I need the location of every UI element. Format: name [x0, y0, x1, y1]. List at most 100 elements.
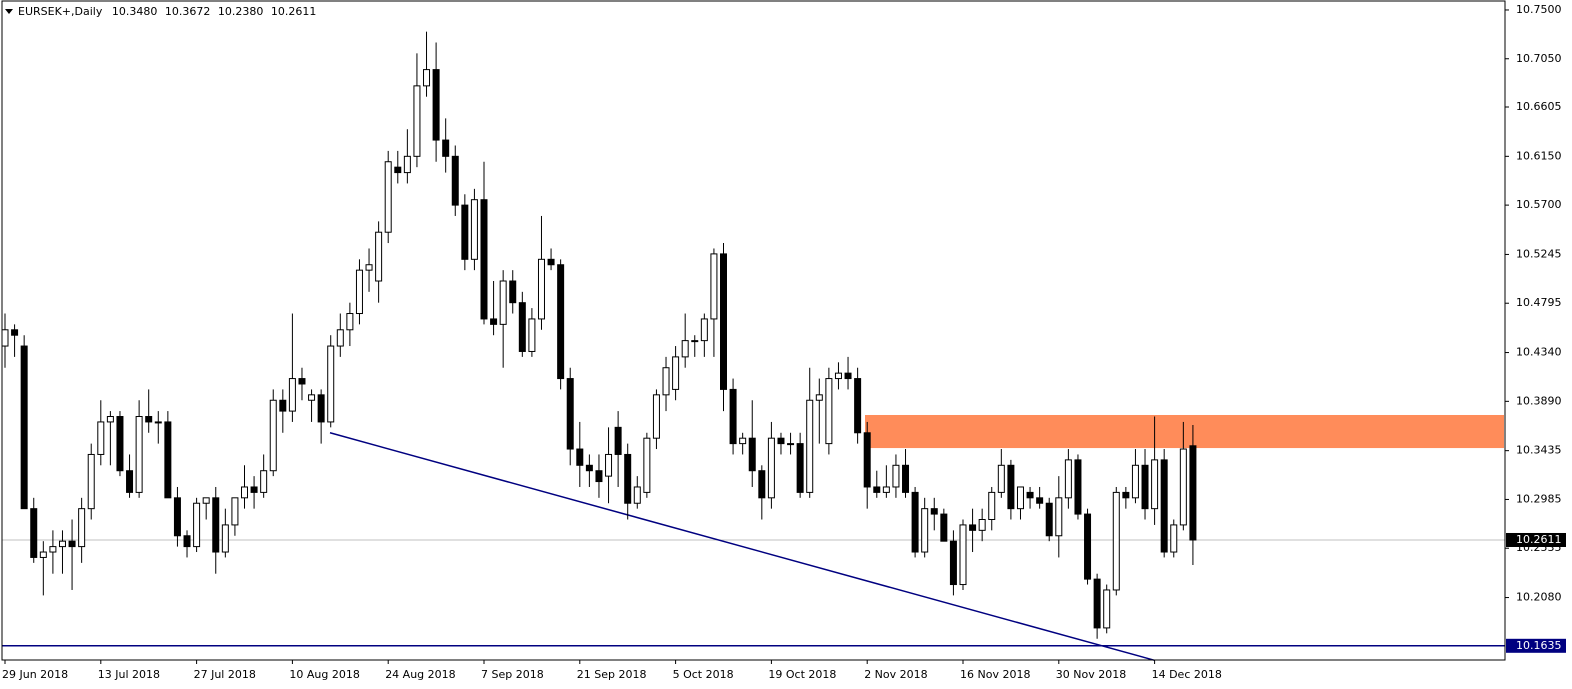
candle-body-down [796, 443, 804, 493]
x-tick-label: 19 Oct 2018 [768, 668, 836, 681]
candle-body-down [509, 280, 517, 304]
candle-body-up [231, 497, 239, 526]
candle-body-up [882, 486, 890, 493]
candle-body-up [193, 502, 201, 548]
candle-body-up [221, 524, 229, 553]
candle-body-up [787, 443, 795, 446]
candle-body-down [930, 508, 938, 515]
candle-body-down [1045, 502, 1053, 537]
candle-body-up [308, 394, 316, 401]
current-price-tag-bg [1506, 532, 1566, 547]
x-tick-label: 27 Jul 2018 [194, 668, 256, 681]
candle-body-up [643, 437, 651, 493]
candle-body-down [863, 432, 871, 488]
low-label: 10.2380 [218, 5, 264, 18]
candle-body-down [969, 524, 977, 531]
y-tick-label: 10.2985 [1516, 492, 1562, 505]
x-tick-label: 29 Jun 2018 [2, 668, 68, 681]
x-tick-label: 24 Aug 2018 [385, 668, 455, 681]
candle-body-down [585, 464, 593, 472]
candle-body-down [11, 329, 19, 336]
candle-body-down [1026, 491, 1034, 499]
candle-body-down [911, 491, 919, 553]
candle-body-down [126, 470, 134, 493]
candle-body-up [1055, 497, 1063, 537]
y-tick-label: 10.5245 [1516, 247, 1562, 260]
candle-body-down [442, 139, 450, 157]
candle-body-down [949, 540, 957, 586]
candle-body-up [49, 546, 57, 553]
y-tick-label: 10.4340 [1516, 346, 1562, 359]
candle-body-up [700, 318, 708, 342]
candle-body-up [825, 378, 833, 445]
candle-body-up [1064, 459, 1072, 499]
candle-body-up [327, 345, 335, 423]
candle-body-up [288, 378, 296, 412]
support-price-tag-bg [1506, 638, 1566, 653]
candle-body-down [164, 421, 172, 499]
resistance-zone [865, 414, 1504, 449]
candle-body-up [921, 508, 929, 553]
candle-body-down [212, 497, 220, 553]
candle-body-up [39, 551, 47, 558]
candle-body-down [68, 540, 76, 548]
candle-body-up [97, 421, 105, 455]
y-tick-label: 10.5700 [1516, 198, 1562, 211]
candle-body-up [365, 264, 373, 271]
candle-body-down [729, 388, 737, 445]
x-tick-label: 16 Nov 2018 [960, 668, 1030, 681]
candle-body-up [1103, 589, 1111, 629]
x-tick-label: 5 Oct 2018 [673, 668, 734, 681]
candle-body-down [758, 470, 766, 499]
close-label: 10.2611 [271, 5, 317, 18]
candle-body-down [557, 264, 565, 380]
candle-body-down [298, 378, 306, 385]
high-label: 10.3672 [165, 5, 211, 18]
candle-body-down [30, 508, 38, 558]
candle-body-up [605, 453, 613, 477]
x-tick-label: 21 Sep 2018 [577, 668, 647, 681]
candle-body-up [269, 399, 277, 472]
y-tick-label: 10.6150 [1516, 149, 1562, 162]
candle-body-up [997, 464, 1005, 493]
candle-body-down [1189, 445, 1197, 541]
candle-body-up [815, 394, 823, 401]
candle-body-down [873, 486, 881, 493]
candle-body-down [145, 416, 153, 423]
candle-body-up [1131, 464, 1139, 499]
candle-body-up [988, 491, 996, 521]
menu-triangle[interactable] [5, 9, 13, 14]
candle-body-down [1036, 497, 1044, 504]
candle-body-down [624, 453, 632, 504]
plot-layer [1, 31, 1505, 662]
candle-body-down [116, 416, 124, 472]
candle-body-down [1093, 578, 1101, 629]
candle-body-up [87, 453, 95, 510]
candle-body-up [1170, 524, 1178, 553]
candle-body-up [241, 486, 248, 499]
y-tick-label: 10.7050 [1516, 52, 1562, 65]
candle-body-up [767, 437, 775, 499]
candle-body-down [432, 69, 440, 141]
candle-body-up [1016, 486, 1024, 510]
candle-body-up [691, 340, 699, 343]
open-label: 10.3480 [112, 5, 158, 18]
candle-body-down [576, 448, 584, 466]
candle-body-down [490, 318, 498, 325]
candle-body-down [518, 302, 526, 352]
candle-body-down [317, 394, 325, 423]
x-tick-label: 7 Sep 2018 [481, 668, 544, 681]
candle-body-down [1084, 513, 1092, 580]
candle-body-up [892, 464, 900, 488]
candle-body-down [566, 378, 574, 450]
candle-body-up [672, 356, 680, 390]
candle-body-down [20, 345, 28, 510]
candle-body-up [375, 231, 383, 282]
support-price-tag: 10.1635 [1516, 639, 1562, 652]
y-tick-label: 10.2080 [1516, 591, 1562, 604]
candle-body-up [499, 280, 507, 325]
x-tick-label: 30 Nov 2018 [1056, 668, 1126, 681]
candle-body-up [1, 329, 9, 347]
